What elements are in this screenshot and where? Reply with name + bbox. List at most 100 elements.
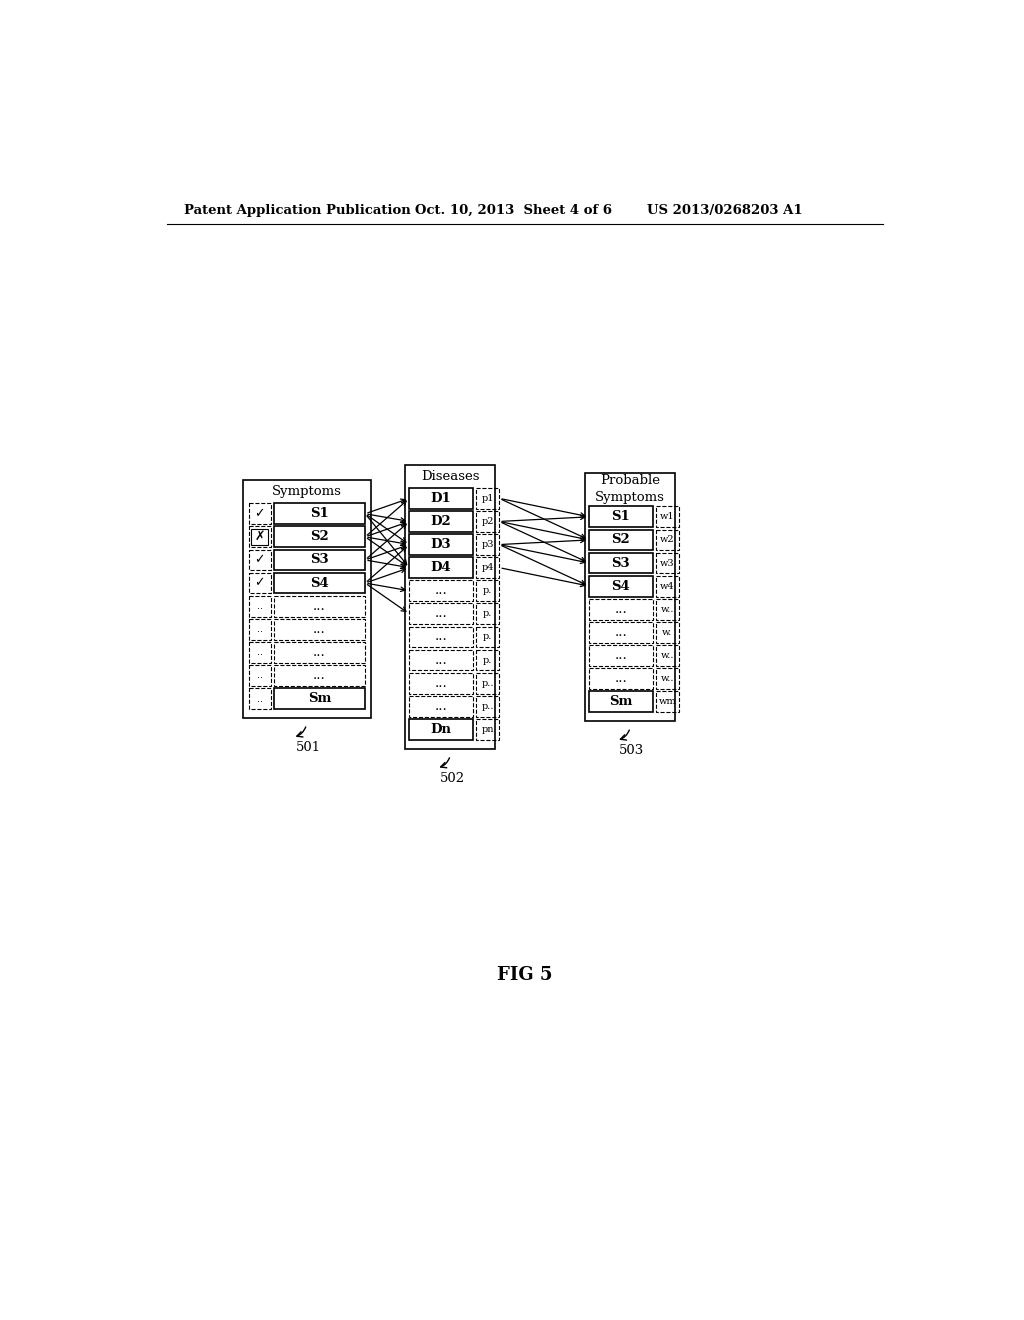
Bar xyxy=(249,619,270,640)
Text: D4: D4 xyxy=(431,561,452,574)
Text: Patent Application Publication: Patent Application Publication xyxy=(183,205,411,218)
Bar xyxy=(655,599,679,619)
Text: US 2013/0268203 A1: US 2013/0268203 A1 xyxy=(647,205,803,218)
Text: Probable
Symptoms: Probable Symptoms xyxy=(595,474,666,504)
Bar xyxy=(589,576,652,597)
Bar xyxy=(273,595,366,616)
Text: S2: S2 xyxy=(310,531,329,544)
Bar xyxy=(249,527,270,548)
Bar xyxy=(655,507,679,527)
Text: w..: w.. xyxy=(660,605,674,614)
Bar xyxy=(410,673,473,693)
Text: ...: ... xyxy=(614,672,628,685)
Text: ...: ... xyxy=(614,649,628,661)
Text: D2: D2 xyxy=(431,515,452,528)
Text: ...: ... xyxy=(313,623,326,636)
Text: FIG 5: FIG 5 xyxy=(497,966,553,983)
Bar xyxy=(589,692,652,711)
Bar xyxy=(586,473,675,721)
Text: Symptoms: Symptoms xyxy=(271,486,342,499)
Text: ...: ... xyxy=(435,585,447,597)
Bar xyxy=(273,573,366,594)
Text: w1: w1 xyxy=(660,512,675,521)
Text: p3: p3 xyxy=(481,540,494,549)
Bar xyxy=(655,668,679,689)
Text: w..: w.. xyxy=(660,651,674,660)
Bar xyxy=(273,619,366,640)
Text: D1: D1 xyxy=(431,492,452,504)
Bar xyxy=(249,595,270,616)
Text: Dn: Dn xyxy=(431,723,452,735)
Bar xyxy=(273,503,366,524)
Text: ...: ... xyxy=(614,626,628,639)
Text: w.: w. xyxy=(663,628,673,636)
Bar xyxy=(273,642,366,663)
Bar xyxy=(249,642,270,663)
Text: ...: ... xyxy=(614,603,628,615)
Bar xyxy=(410,603,473,624)
Text: 502: 502 xyxy=(439,772,465,785)
Text: ✓: ✓ xyxy=(255,507,265,520)
Bar xyxy=(410,627,473,647)
Text: ..: .. xyxy=(257,647,263,657)
Text: S1: S1 xyxy=(310,507,329,520)
Text: Diseases: Diseases xyxy=(421,470,479,483)
Text: ..: .. xyxy=(257,624,263,634)
Bar xyxy=(476,603,500,624)
Text: ...: ... xyxy=(435,631,447,643)
Text: ...: ... xyxy=(435,700,447,713)
Bar xyxy=(273,688,366,709)
Bar xyxy=(589,553,652,573)
Bar xyxy=(410,511,473,532)
Text: Sm: Sm xyxy=(308,692,331,705)
Bar xyxy=(589,622,652,643)
Bar xyxy=(273,665,366,686)
Text: w4: w4 xyxy=(660,582,675,590)
Bar xyxy=(410,488,473,508)
Bar xyxy=(410,535,473,554)
Bar xyxy=(410,719,473,739)
Bar xyxy=(655,645,679,665)
Bar xyxy=(589,507,652,527)
Text: p2: p2 xyxy=(481,517,494,525)
Bar xyxy=(589,599,652,619)
Text: ..: .. xyxy=(257,601,263,611)
Bar xyxy=(476,488,500,508)
Text: p4: p4 xyxy=(481,564,494,572)
Bar xyxy=(476,535,500,554)
Bar xyxy=(655,622,679,643)
Text: p..: p.. xyxy=(481,678,494,688)
Text: ✓: ✓ xyxy=(255,577,265,590)
Text: 501: 501 xyxy=(296,741,321,754)
Bar xyxy=(243,480,371,718)
Bar xyxy=(273,527,366,548)
Bar xyxy=(476,673,500,693)
Text: S4: S4 xyxy=(310,577,329,590)
Bar xyxy=(589,529,652,550)
Bar xyxy=(589,645,652,665)
Text: p..: p.. xyxy=(481,702,494,710)
Text: w..: w.. xyxy=(660,675,674,682)
Bar xyxy=(251,529,268,545)
Text: 503: 503 xyxy=(620,744,644,758)
Bar xyxy=(249,665,270,686)
Text: p.: p. xyxy=(483,632,493,642)
Text: p.: p. xyxy=(483,586,493,595)
Text: D3: D3 xyxy=(431,539,452,550)
Bar xyxy=(476,627,500,647)
Text: ✓: ✓ xyxy=(255,553,265,566)
Text: p.: p. xyxy=(483,610,493,618)
Text: ...: ... xyxy=(435,607,447,620)
Text: p.: p. xyxy=(483,656,493,664)
Bar xyxy=(476,557,500,578)
Bar xyxy=(410,649,473,671)
Bar xyxy=(655,692,679,711)
Bar xyxy=(249,573,270,594)
Text: ..: .. xyxy=(257,671,263,680)
Bar xyxy=(410,696,473,717)
Bar xyxy=(589,668,652,689)
Text: ..: .. xyxy=(257,693,263,704)
Bar xyxy=(476,581,500,601)
Text: S1: S1 xyxy=(611,511,631,523)
Bar xyxy=(249,688,270,709)
